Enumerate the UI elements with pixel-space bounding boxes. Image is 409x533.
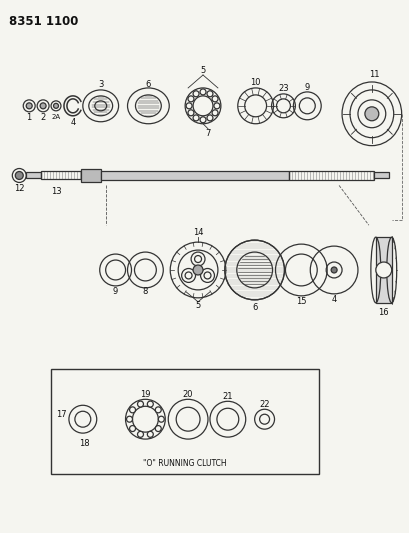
Text: 2A: 2A: [51, 114, 61, 120]
Text: 11: 11: [368, 69, 378, 78]
Text: 8351 1100: 8351 1100: [9, 15, 79, 28]
Circle shape: [364, 107, 378, 121]
Circle shape: [26, 103, 32, 109]
Circle shape: [155, 407, 161, 413]
Circle shape: [147, 401, 153, 407]
Circle shape: [193, 115, 198, 121]
Circle shape: [200, 269, 214, 282]
Text: 22: 22: [259, 400, 269, 409]
Circle shape: [211, 96, 218, 102]
Circle shape: [54, 103, 58, 108]
Text: 23: 23: [277, 84, 288, 93]
Text: 19: 19: [140, 390, 150, 399]
Circle shape: [181, 269, 195, 282]
Text: 5: 5: [200, 66, 205, 75]
Text: 17: 17: [56, 410, 66, 419]
Bar: [51, 369, 319, 474]
Text: 20: 20: [182, 390, 193, 399]
Text: 10: 10: [250, 78, 260, 87]
Bar: [81, 168, 101, 182]
Text: "O" RUNNING CLUTCH: "O" RUNNING CLUTCH: [143, 459, 227, 469]
Circle shape: [147, 431, 153, 437]
Text: 13: 13: [51, 187, 61, 196]
Circle shape: [15, 172, 23, 180]
Text: 4: 4: [331, 295, 336, 304]
Circle shape: [158, 416, 164, 422]
Text: 3: 3: [98, 80, 103, 90]
Circle shape: [207, 91, 212, 97]
Text: 9: 9: [113, 287, 118, 296]
Circle shape: [375, 262, 391, 278]
Circle shape: [200, 89, 205, 95]
Text: 16: 16: [378, 308, 388, 317]
Bar: [101, 171, 289, 181]
Circle shape: [129, 407, 135, 413]
Text: 2: 2: [40, 114, 46, 122]
Bar: [26, 173, 41, 179]
Circle shape: [137, 431, 143, 437]
Text: 1: 1: [27, 114, 32, 122]
Bar: [289, 171, 373, 181]
Text: 18: 18: [79, 439, 90, 448]
Circle shape: [186, 103, 192, 109]
Text: 12: 12: [14, 184, 25, 193]
Circle shape: [40, 103, 46, 109]
Text: 6: 6: [252, 303, 257, 312]
Circle shape: [155, 425, 161, 432]
Bar: [373, 173, 388, 179]
Text: 6: 6: [145, 80, 151, 90]
Circle shape: [211, 110, 218, 116]
Text: 4: 4: [70, 118, 75, 127]
Text: 7: 7: [205, 129, 210, 138]
Bar: [375, 237, 391, 303]
Text: 8: 8: [142, 287, 148, 296]
Circle shape: [191, 252, 204, 266]
Circle shape: [207, 115, 212, 121]
Text: 5: 5: [195, 301, 200, 310]
Circle shape: [200, 117, 205, 123]
Circle shape: [129, 425, 135, 432]
Circle shape: [213, 103, 219, 109]
Text: 14: 14: [192, 228, 203, 237]
Text: 21: 21: [222, 392, 233, 401]
Bar: [41, 172, 81, 180]
Circle shape: [193, 91, 198, 97]
Circle shape: [193, 265, 202, 275]
Circle shape: [137, 401, 143, 407]
Text: 9: 9: [304, 84, 309, 92]
Circle shape: [188, 96, 193, 102]
Circle shape: [188, 110, 193, 116]
Circle shape: [126, 416, 132, 422]
Circle shape: [330, 267, 336, 273]
Text: 15: 15: [295, 297, 306, 306]
